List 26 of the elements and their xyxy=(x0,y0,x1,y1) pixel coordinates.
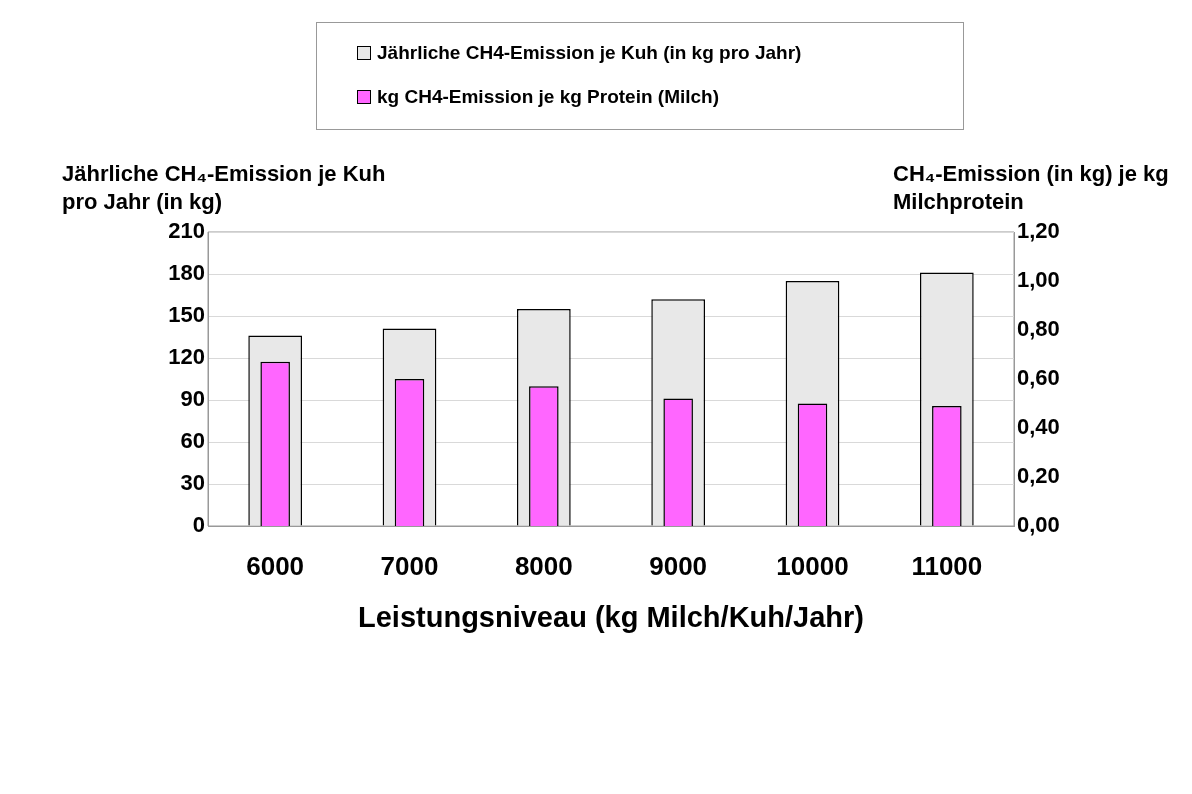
x-tick-label: 6000 xyxy=(246,550,305,581)
y-tick-label: 60 xyxy=(180,428,205,454)
x-axis-title: Leistungsniveau (kg Milch/Kuh/Jahr) xyxy=(358,600,864,633)
y2-tick-label: 0,20 xyxy=(1017,463,1060,489)
y-axis-title: Jährliche CH₄-Emission je Kuh pro Jahr (in kg) xyxy=(62,160,387,216)
legend-label: Jährliche CH4-Emission je Kuh (in kg pro Jahr) xyxy=(377,42,802,64)
y2-tick-label: 0,00 xyxy=(1017,512,1060,538)
y-tick-label: 90 xyxy=(180,386,205,412)
y-tick-label: 180 xyxy=(168,260,205,286)
y2-tick-label: 1,00 xyxy=(1017,267,1060,293)
x-tick-label: 9000 xyxy=(649,550,708,581)
x-tick-label: 11000 xyxy=(911,550,983,581)
y2-axis-title: CH₄-Emission (in kg) je kg Milchprotein xyxy=(893,160,1170,216)
y2-tick-label: 0,60 xyxy=(1017,365,1060,391)
x-tick-label: 8000 xyxy=(514,550,573,581)
y2-tick-label: 1,20 xyxy=(1017,218,1060,244)
legend-label: kg CH4-Emission je kg Protein (Milch) xyxy=(377,86,720,108)
y2-tick-label: 0,40 xyxy=(1017,414,1060,440)
y-tick-label: 0 xyxy=(192,512,205,538)
y2-tick-label: 0,80 xyxy=(1017,316,1060,342)
x-tick-label: 7000 xyxy=(380,550,439,581)
y-tick-label: 30 xyxy=(180,470,205,496)
y-tick-label: 210 xyxy=(168,218,205,244)
y-tick-label: 120 xyxy=(168,344,205,370)
x-tick-label: 10000 xyxy=(776,550,849,581)
y-tick-label: 150 xyxy=(168,302,205,328)
